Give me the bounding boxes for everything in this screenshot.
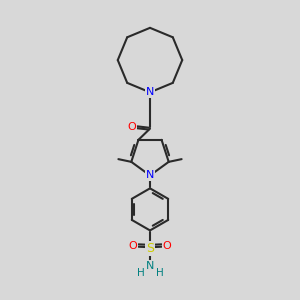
- Text: H: H: [136, 268, 144, 278]
- Text: O: O: [163, 241, 171, 251]
- Text: O: O: [128, 122, 136, 132]
- Text: N: N: [146, 261, 154, 271]
- Text: N: N: [146, 170, 154, 180]
- Text: H: H: [156, 268, 164, 278]
- Text: S: S: [146, 242, 154, 255]
- Text: N: N: [146, 87, 154, 97]
- Text: O: O: [129, 241, 137, 251]
